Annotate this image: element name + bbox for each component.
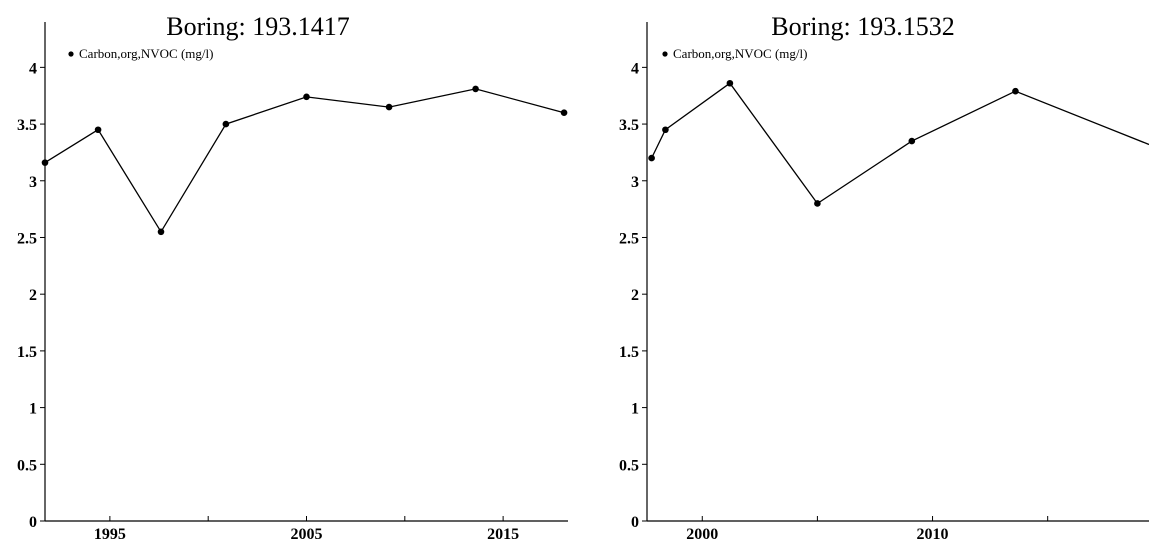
y-tick-label: 1 bbox=[29, 401, 37, 418]
x-tick-label: 2015 bbox=[487, 526, 519, 543]
data-point bbox=[662, 126, 669, 134]
data-point bbox=[94, 126, 102, 134]
y-tick-label: 0.5 bbox=[619, 457, 639, 474]
data-point bbox=[385, 103, 393, 111]
y-tick-label: 2 bbox=[29, 287, 37, 304]
y-tick-label: 3 bbox=[29, 174, 37, 191]
chart-title: Boring: 193.1417 bbox=[166, 12, 349, 41]
legend-entry-label: Carbon,org,NVOC (mg/l) bbox=[79, 46, 213, 61]
y-tick-label: 0.5 bbox=[17, 457, 37, 474]
data-point bbox=[908, 137, 916, 145]
y-tick-label: 3 bbox=[631, 174, 639, 191]
y-tick-label: 0 bbox=[631, 514, 639, 531]
legend: Carbon,org,NVOC (mg/l) bbox=[662, 46, 807, 61]
chart-panel-2: Boring: 193.1532 0 0.5 1 1.5 2 2.5 3 3.5 4 2000 201… bbox=[619, 12, 1149, 543]
y-tick-label: 1 bbox=[631, 401, 639, 418]
y-tick-label: 2 bbox=[631, 287, 639, 304]
y-tick-label: 1.5 bbox=[17, 344, 37, 361]
data-point bbox=[648, 154, 655, 162]
data-point bbox=[41, 159, 49, 166]
data-point bbox=[222, 120, 230, 128]
chart-panel-1: Boring: 193.1417 0 0.5 1 1.5 2 2.5 3 3.5 4 1995 200… bbox=[17, 12, 568, 543]
y-tick-label: 4 bbox=[631, 60, 639, 77]
y-tick-label: 2.5 bbox=[619, 230, 639, 247]
data-point bbox=[560, 109, 568, 117]
legend-marker-icon bbox=[68, 51, 74, 57]
data-point bbox=[1012, 87, 1019, 95]
data-point bbox=[814, 200, 821, 207]
legend-marker-icon bbox=[662, 51, 668, 57]
series-line bbox=[651, 82, 1149, 205]
data-point bbox=[472, 85, 479, 93]
data-point bbox=[303, 93, 310, 101]
x-tick-label: 2010 bbox=[917, 526, 949, 543]
chart-title: Boring: 193.1532 bbox=[771, 12, 954, 41]
y-tick-label: 3.5 bbox=[619, 117, 639, 134]
legend-entry-label: Carbon,org,NVOC (mg/l) bbox=[673, 46, 807, 61]
y-tick-label: 1.5 bbox=[619, 344, 639, 361]
legend: Carbon,org,NVOC (mg/l) bbox=[68, 46, 213, 61]
data-point bbox=[726, 79, 734, 87]
x-tick-label: 2005 bbox=[291, 526, 323, 543]
y-tick-label: 3.5 bbox=[17, 117, 37, 134]
x-tick-label: 2000 bbox=[686, 526, 718, 543]
series-line bbox=[44, 88, 565, 234]
y-tick-label: 2.5 bbox=[17, 230, 37, 247]
y-tick-label: 4 bbox=[29, 60, 37, 77]
data-point bbox=[157, 228, 165, 236]
y-tick-label: 0 bbox=[29, 514, 37, 531]
x-tick-label: 1995 bbox=[94, 526, 126, 543]
